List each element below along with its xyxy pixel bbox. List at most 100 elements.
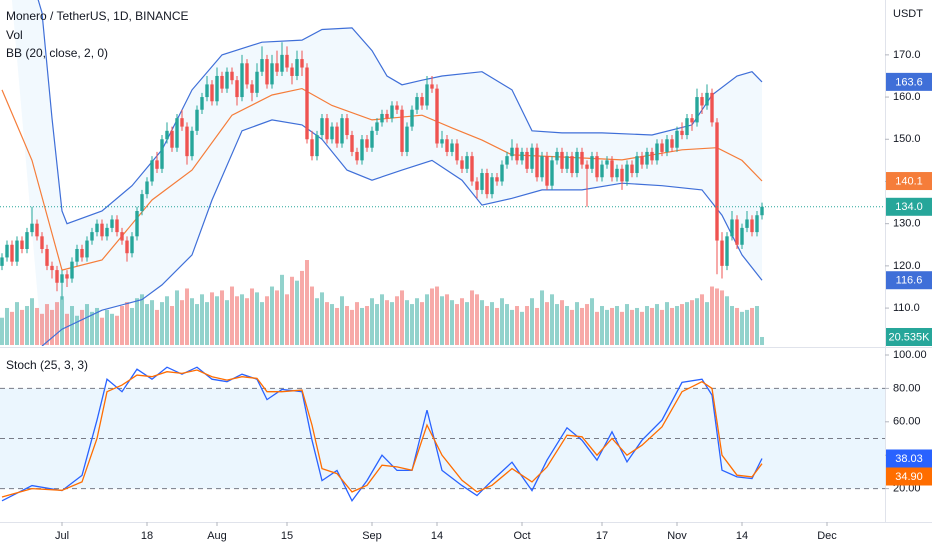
volume-bar [260, 302, 264, 345]
candle-body [395, 105, 399, 110]
volume-bar [660, 309, 664, 345]
candle-body [120, 232, 124, 241]
volume-bar [90, 311, 94, 345]
candle-body [655, 143, 659, 161]
candle-body [215, 75, 219, 102]
volume-bar [375, 304, 379, 345]
volume-bar [110, 313, 114, 345]
y-tick-label: 110.0 [893, 302, 920, 314]
candle-body [740, 227, 744, 245]
volume-bar [140, 294, 144, 345]
candle-body [580, 151, 584, 165]
volume-bar [615, 306, 619, 345]
candle-body [690, 118, 694, 123]
candle-body [435, 88, 439, 144]
candle-body [445, 139, 449, 152]
candle-body [290, 67, 294, 76]
candle-body [235, 80, 239, 98]
candle-body [170, 130, 174, 148]
volume-bar [585, 304, 589, 345]
volume-bar [315, 298, 319, 345]
price-tag: 134.0 [886, 197, 932, 216]
volume-bar [605, 309, 609, 345]
candle-body [95, 223, 99, 233]
volume-bar [720, 290, 724, 345]
volume-bar [505, 304, 509, 345]
bb-fill [11, 0, 762, 346]
candle-body [50, 265, 54, 271]
volume-bar [400, 290, 404, 345]
volume-bar [300, 270, 304, 345]
volume-bar [115, 315, 119, 345]
candle-body [135, 211, 139, 237]
candle-body [485, 173, 489, 195]
volume-tag: 20.535K [886, 327, 932, 346]
volume-bar [495, 307, 499, 345]
candle-body [405, 126, 409, 152]
volume-bar [270, 286, 274, 345]
volume-bar [635, 307, 639, 345]
candle-body [55, 270, 59, 283]
candle-body [550, 160, 554, 186]
stoch-value-tag-box [886, 467, 932, 486]
candle-body [205, 84, 209, 98]
x-tick-label: 15 [281, 530, 293, 542]
candle-body [165, 130, 169, 140]
volume-bar [195, 304, 199, 345]
candle-body [70, 261, 74, 279]
candle-body [20, 240, 24, 249]
volume-bar [235, 296, 239, 345]
candle-body [315, 135, 319, 157]
y-tick-label: 170.0 [893, 49, 921, 61]
candle-body [65, 274, 69, 279]
volume-bar [450, 300, 454, 345]
candle-body [665, 139, 669, 152]
candle-body [180, 118, 184, 127]
volume-bar [490, 302, 494, 345]
volume-bar [285, 294, 289, 345]
indicator-label: Vol [6, 28, 23, 42]
volume-bar [80, 309, 84, 345]
x-tick-label: Dec [817, 530, 837, 542]
candle-body [645, 151, 649, 165]
volume-bar [50, 309, 54, 345]
volume-bar [55, 302, 59, 345]
x-tick-label: 14 [736, 530, 748, 542]
volume-bar [240, 294, 244, 345]
volume-bar [45, 304, 49, 345]
candle-body [410, 109, 414, 127]
volume-bar [760, 336, 764, 345]
candle-body [305, 67, 309, 140]
candle-body [505, 156, 509, 165]
volume-bar [395, 296, 399, 345]
volume-bar [255, 292, 259, 345]
volume-bar [740, 311, 744, 345]
volume-bar [670, 307, 674, 345]
candle-body [350, 135, 354, 152]
stoch-line [1, 369, 763, 498]
candle-body [610, 160, 614, 178]
x-tick-label: 14 [431, 530, 443, 542]
volume-bar [150, 300, 154, 345]
volume-bar [265, 296, 269, 345]
candle-body [755, 215, 759, 233]
volume-bar [15, 302, 19, 345]
candle-body [415, 97, 419, 110]
candle-body [640, 156, 644, 165]
bb-value-tag: 116.6 [886, 271, 932, 290]
volume-bar [245, 298, 249, 345]
volume-bar [440, 296, 444, 345]
bb-line [37, 0, 763, 225]
volume-bar [480, 300, 484, 345]
volume-bar [40, 313, 44, 345]
volume-bar [100, 317, 104, 345]
candle-body [540, 156, 544, 178]
candle-body [710, 92, 714, 123]
volume-bar [120, 306, 124, 345]
bb-value-tag-text: 163.6 [895, 76, 923, 88]
candle-body [355, 151, 359, 161]
bb-value-tag: 140.1 [886, 172, 932, 191]
candle-body [455, 143, 459, 161]
volume-bar [175, 290, 179, 345]
